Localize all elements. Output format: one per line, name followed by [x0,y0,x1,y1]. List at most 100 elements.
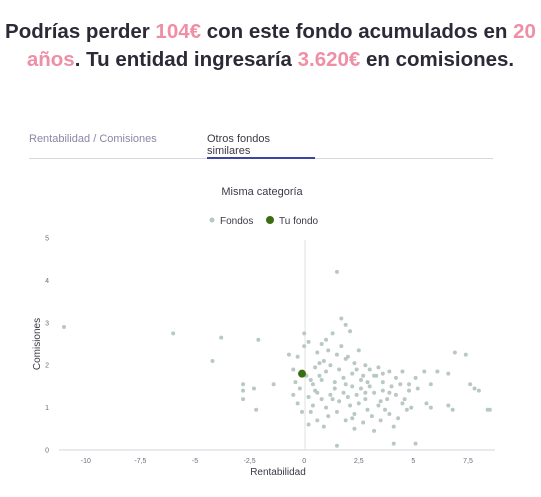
fondo-point[interactable] [365,407,370,412]
fondo-point[interactable] [446,371,451,376]
fondo-point[interactable] [343,322,348,327]
fondo-point[interactable] [319,378,324,383]
fondo-point[interactable] [334,443,339,448]
fondo-point[interactable] [387,390,392,395]
fondo-point[interactable] [315,350,320,355]
tab-otros-fondos-similares[interactable]: Otros fondos similares [207,133,270,157]
fondo-point[interactable] [424,401,429,406]
fondo-point[interactable] [363,363,368,368]
fondo-point[interactable] [422,369,427,374]
fondo-point[interactable] [310,403,315,408]
fondo-point[interactable] [306,395,311,399]
fondo-point[interactable] [317,373,322,378]
fondo-point[interactable] [302,344,307,349]
fondo-point[interactable] [321,358,326,363]
fondo-point[interactable] [452,350,457,355]
fondo-point[interactable] [404,407,409,412]
fondo-point[interactable] [339,316,344,321]
fondo-point[interactable] [332,386,337,391]
fondo-point[interactable] [328,363,333,368]
fondo-point[interactable] [363,397,368,402]
fondo-point[interactable] [306,339,311,344]
fondo-point[interactable] [308,378,313,383]
fondo-point[interactable] [385,397,390,402]
fondo-point[interactable] [219,335,224,340]
fondo-point[interactable] [254,407,259,412]
fondo-point[interactable] [361,373,366,378]
fondo-point[interactable] [319,342,324,346]
fondo-point[interactable] [345,395,350,399]
fondo-point[interactable] [62,325,66,330]
fondo-point[interactable] [352,426,357,431]
fondo-point[interactable] [326,348,331,353]
fondo-point[interactable] [428,405,433,410]
fondo-point[interactable] [487,407,492,412]
fondo-point[interactable] [350,371,355,376]
fondo-point[interactable] [300,409,305,414]
fondo-point[interactable] [321,424,326,429]
fondo-point[interactable] [376,403,381,408]
fondo-point[interactable] [378,399,383,404]
fondo-point[interactable] [306,422,311,427]
fondo-point[interactable] [324,405,329,410]
fondo-point[interactable] [361,420,366,425]
fondo-point[interactable] [337,399,342,404]
fondo-point[interactable] [330,331,335,336]
fondo-point[interactable] [376,365,381,370]
fondo-point[interactable] [393,392,398,397]
fondo-point[interactable] [210,358,215,363]
fondo-point[interactable] [271,382,276,387]
fondo-point[interactable] [400,369,405,374]
fondo-point[interactable] [372,390,377,395]
fondo-point[interactable] [341,375,346,380]
fondo-point[interactable] [383,407,387,412]
fondo-point[interactable] [339,344,344,349]
fondo-point[interactable] [378,418,383,423]
fondo-point[interactable] [352,361,357,366]
fondo-point[interactable] [350,384,355,389]
fondo-point[interactable] [291,367,296,372]
fondo-point[interactable] [380,380,385,385]
fondo-point[interactable] [356,348,361,353]
legend-label-fondos[interactable]: Fondos [220,216,253,227]
fondo-point[interactable] [241,397,246,402]
fondo-point[interactable] [350,416,355,421]
fondo-point[interactable] [354,367,359,372]
fondo-point[interactable] [315,418,320,423]
fondo-point[interactable] [286,352,291,357]
fondo-point[interactable] [389,384,394,389]
fondo-point[interactable] [352,411,357,416]
fondo-point[interactable] [324,369,329,374]
fondo-point[interactable] [291,392,296,397]
fondo-point[interactable] [302,331,307,336]
fondo-point[interactable] [343,382,348,387]
fondo-point[interactable] [295,354,300,359]
fondo-point[interactable] [348,329,353,334]
fondo-point[interactable] [372,373,377,378]
fondo-point[interactable] [330,397,335,402]
fondo-point[interactable] [354,392,359,397]
fondo-point[interactable] [435,369,440,374]
fondo-point[interactable] [468,382,473,387]
fondo-point[interactable] [428,382,433,387]
fondo-point[interactable] [310,382,315,387]
fondo-point[interactable] [326,414,331,419]
fondo-point[interactable] [396,416,401,421]
fondo-point[interactable] [409,405,414,410]
tab-rentabilidad-comisiones[interactable]: Rentabilidad / Comisiones [29,133,157,145]
fondo-point[interactable] [241,382,246,387]
fondo-point[interactable] [476,388,481,393]
fondo-point[interactable] [407,388,412,393]
fondo-point[interactable] [367,384,372,389]
fondo-point[interactable] [319,397,324,402]
fondo-point[interactable] [398,382,403,387]
fondo-point[interactable] [241,388,246,393]
fondo-point[interactable] [356,401,361,406]
fondo-point[interactable] [293,380,298,385]
fondo-point[interactable] [413,375,418,380]
fondo-point[interactable] [332,380,337,385]
fondo-point[interactable] [393,375,398,380]
fondo-point[interactable] [324,337,329,342]
fondo-point[interactable] [295,401,300,406]
fondo-point[interactable] [400,401,405,406]
